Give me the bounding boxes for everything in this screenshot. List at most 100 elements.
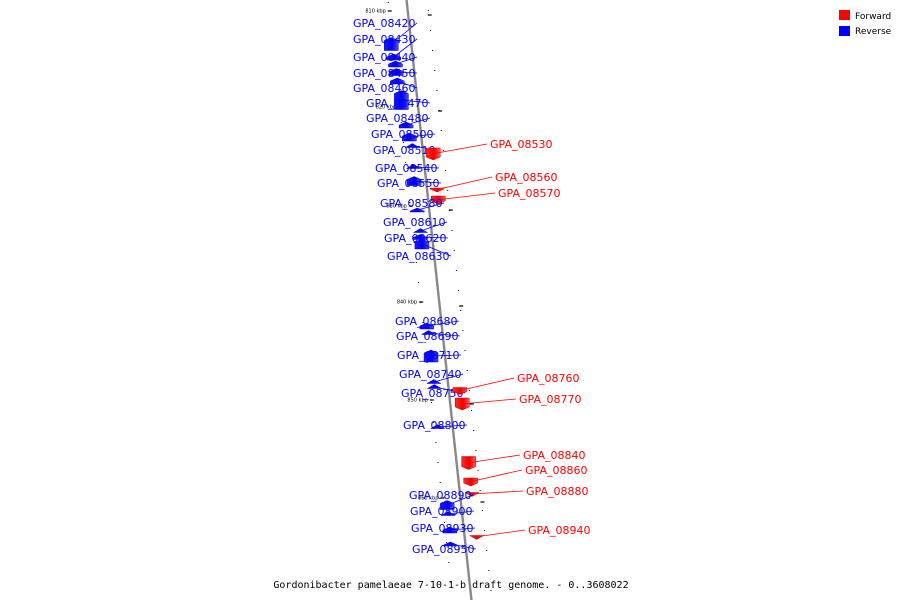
gene-label[interactable]: GPA_08740 — [399, 368, 461, 381]
gene-label[interactable]: GPA_08840 — [523, 449, 585, 462]
gene-label[interactable]: GPA_08430 — [353, 33, 415, 46]
gene-label[interactable]: GPA_08510 — [373, 144, 435, 157]
gene-gpa-08550[interactable]: GPA_08550 — [377, 176, 442, 191]
gene-gpa-08930[interactable]: GPA_08930 — [411, 522, 476, 535]
gene-gpa-08800[interactable]: GPA_08800 — [403, 419, 468, 432]
gene-leader-line — [449, 527, 476, 531]
gene-gpa-08430[interactable]: GPA_08430 — [353, 33, 418, 61]
gene-label[interactable]: GPA_08470 — [366, 97, 428, 110]
minor-tick-dot — [451, 230, 453, 231]
gene-gpa-08840[interactable]: GPA_08840 — [461, 449, 586, 470]
gene-label[interactable]: GPA_08690 — [396, 330, 458, 343]
gene-label[interactable]: GPA_08900 — [410, 505, 472, 518]
gene-label[interactable]: GPA_08750 — [401, 387, 463, 400]
gene-gpa-08950[interactable]: GPA_08950 — [412, 541, 477, 556]
gene-gpa-08890[interactable]: GPA_08890 — [409, 489, 474, 510]
gene-leader-line — [468, 469, 523, 483]
gene-glyph[interactable] — [386, 53, 401, 61]
gene-gpa-08880[interactable]: GPA_08880 — [464, 485, 588, 498]
gene-gpa-08560[interactable]: GPA_08560 — [429, 171, 557, 193]
minor-tick-dot — [405, 162, 407, 163]
gene-gpa-08900[interactable]: GPA_08900 — [410, 505, 475, 518]
minor-tick-dot — [468, 390, 470, 391]
gene-label[interactable]: GPA_08610 — [383, 216, 445, 229]
legend-swatch-forward — [839, 10, 850, 20]
gene-label[interactable]: GPA_08450 — [353, 67, 415, 80]
gene-leader-line — [417, 202, 445, 211]
gene-gpa-08500[interactable]: GPA_08500 — [371, 128, 436, 142]
gene-label[interactable]: GPA_08880 — [526, 485, 588, 498]
gene-label[interactable]: GPA_08620 — [384, 232, 446, 245]
gene-label[interactable]: GPA_08940 — [528, 524, 590, 537]
minor-tick-dot — [475, 450, 477, 451]
gene-gpa-08450[interactable]: GPA_08450 — [353, 67, 418, 80]
gene-label[interactable]: GPA_08580 — [380, 197, 442, 210]
gene-label[interactable]: GPA_08680 — [395, 315, 457, 328]
gene-gpa-08610[interactable]: GPA_08610 — [383, 216, 448, 233]
gene-label[interactable]: GPA_08800 — [403, 419, 465, 432]
gene-glyph[interactable] — [423, 349, 439, 363]
gene-gpa-08510[interactable]: GPA_08510 — [373, 143, 438, 158]
minor-tick-dot — [437, 462, 439, 463]
gene-glyph[interactable] — [463, 477, 478, 487]
gene-label[interactable]: GPA_08480 — [366, 112, 428, 125]
gene-gpa-08630[interactable]: GPA_08630 — [387, 238, 452, 263]
gene-gpa-08540[interactable]: GPA_08540 — [375, 162, 440, 175]
gene-label[interactable]: GPA_08710 — [397, 349, 459, 362]
gene-gpa-08860[interactable]: GPA_08860 — [463, 464, 588, 487]
gene-gpa-08580[interactable]: GPA_08580 — [380, 197, 445, 213]
gene-gpa-08940[interactable]: GPA_08940 — [468, 524, 591, 540]
gene-gpa-08680[interactable]: GPA_08680 — [395, 315, 460, 330]
gene-label[interactable]: GPA_08550 — [377, 177, 439, 190]
gene-leader-line — [474, 529, 526, 538]
gene-gpa-08480[interactable]: GPA_08480 — [366, 112, 431, 129]
minor-tick-dot — [429, 30, 431, 31]
minor-tick-dot — [427, 10, 429, 11]
gene-label[interactable]: GPA_08860 — [525, 464, 587, 477]
minor-tick-dot — [440, 130, 442, 131]
gene-gpa-08460[interactable]: GPA_08460 — [353, 77, 418, 95]
gene-label[interactable]: GPA_08570 — [498, 187, 560, 200]
minor-tick-dot — [442, 150, 444, 151]
gene-label[interactable]: GPA_08560 — [495, 171, 557, 184]
gene-glyph[interactable] — [442, 526, 458, 534]
gene-label[interactable]: GPA_08440 — [353, 51, 415, 64]
gene-label[interactable]: GPA_08500 — [371, 128, 433, 141]
gene-gpa-08570[interactable]: GPA_08570 — [430, 187, 560, 205]
gene-glyph[interactable] — [439, 500, 455, 510]
gene-gpa-08690[interactable]: GPA_08690 — [396, 330, 461, 343]
gene-label[interactable]: GPA_08890 — [409, 489, 471, 502]
gene-gpa-08620[interactable]: GPA_08620 — [384, 232, 449, 245]
gene-label[interactable]: GPA_08420 — [353, 17, 415, 30]
gene-gpa-08470[interactable]: GPA_08470 — [366, 90, 431, 111]
minor-tick-dot — [439, 482, 441, 483]
tick-label: 830 kbp — [386, 204, 406, 210]
gene-glyph[interactable] — [389, 68, 404, 76]
gene-gpa-08770[interactable]: GPA_08770 — [455, 393, 581, 411]
gene-gpa-08440[interactable]: GPA_08440 — [353, 51, 418, 68]
gene-leader-line — [395, 56, 418, 65]
gene-glyph[interactable] — [452, 387, 468, 395]
gene-label[interactable]: GPA_08530 — [490, 138, 552, 151]
gene-label[interactable]: GPA_08540 — [375, 162, 437, 175]
gene-leader-line — [409, 133, 436, 138]
minor-tick-dot — [433, 422, 435, 423]
gene-gpa-08740[interactable]: GPA_08740 — [399, 368, 464, 384]
gene-gpa-08530[interactable]: GPA_08530 — [425, 138, 552, 161]
gene-label[interactable]: GPA_08760 — [517, 372, 579, 385]
gene-gpa-08420[interactable]: GPA_08420 — [353, 17, 418, 51]
gene-label[interactable]: GPA_08630 — [387, 250, 449, 263]
gene-gpa-08710[interactable]: GPA_08710 — [397, 349, 462, 363]
gene-label[interactable]: GPA_08950 — [412, 543, 474, 556]
gene-glyph[interactable] — [410, 207, 425, 213]
gene-gpa-08760[interactable]: GPA_08760 — [452, 372, 580, 395]
gene-gpa-08750[interactable]: GPA_08750 — [401, 384, 466, 401]
gene-label[interactable]: GPA_08930 — [411, 522, 473, 535]
gene-leader-line — [413, 166, 440, 169]
minor-tick-dot — [424, 342, 426, 343]
gene-glyph[interactable] — [425, 379, 442, 384]
gene-label[interactable]: GPA_08770 — [519, 393, 581, 406]
gene-glyph[interactable] — [419, 322, 435, 330]
gene-glyph[interactable] — [412, 228, 429, 233]
minor-tick-dot — [446, 542, 448, 543]
